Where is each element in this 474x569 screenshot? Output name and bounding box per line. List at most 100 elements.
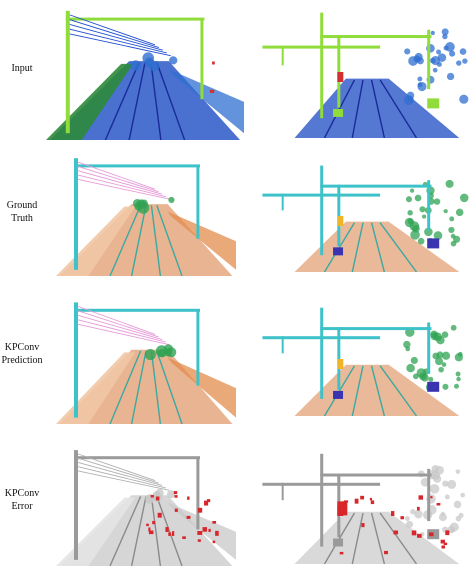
rail-line xyxy=(128,62,146,140)
error-point xyxy=(174,508,178,512)
catenary-pole xyxy=(320,12,324,119)
vegetation-point xyxy=(433,231,443,240)
error-point xyxy=(443,542,448,546)
error-left-panel xyxy=(56,444,236,566)
error-point xyxy=(173,491,178,495)
vegetation-point xyxy=(438,366,444,373)
vegetation-point xyxy=(404,48,411,55)
rail-line xyxy=(351,222,364,272)
point-cloud-scene-left xyxy=(56,158,236,276)
vegetation-point xyxy=(410,508,416,515)
trackside-device xyxy=(427,381,440,392)
vegetation-point xyxy=(405,196,412,203)
rail-line xyxy=(351,512,364,564)
vegetation-point xyxy=(417,81,427,92)
vegetation-point xyxy=(455,515,462,522)
rail-line xyxy=(370,79,386,138)
error-point xyxy=(369,497,373,501)
error-point xyxy=(445,530,450,536)
rail-line xyxy=(379,222,418,272)
overhead-wire xyxy=(77,314,163,340)
vegetation-point xyxy=(453,500,462,509)
trackside-device xyxy=(427,98,440,109)
vegetation-point xyxy=(456,60,462,66)
ground-surface xyxy=(59,495,233,566)
overhead-wire xyxy=(77,457,159,484)
rail-line xyxy=(351,365,364,416)
rail-line xyxy=(370,512,386,564)
rail-line xyxy=(130,496,147,566)
rail-line xyxy=(156,350,183,424)
ground-surface xyxy=(294,221,460,272)
error-point xyxy=(436,503,441,506)
rail-line xyxy=(109,350,142,424)
hanger xyxy=(281,336,284,354)
error-point xyxy=(411,530,417,536)
vegetation-point xyxy=(442,480,449,487)
catenary-pole xyxy=(427,468,431,522)
rail-line xyxy=(351,79,364,138)
error-point xyxy=(430,496,433,499)
prediction-right-panel xyxy=(256,302,470,416)
error-point xyxy=(440,539,445,544)
overhead-wire xyxy=(77,470,170,491)
error-point xyxy=(197,539,201,542)
rail-line xyxy=(323,512,356,564)
overhead-wire xyxy=(77,466,166,489)
overhead-wire xyxy=(77,174,166,198)
ground-surface xyxy=(49,61,241,140)
vegetation-point xyxy=(436,49,442,55)
catenary-pole xyxy=(320,453,324,547)
vegetation-point xyxy=(459,193,469,203)
rail-line xyxy=(130,350,147,424)
ground-surface xyxy=(59,204,233,276)
row-label-kpconv-error: KPConv Error xyxy=(4,488,40,512)
error-point xyxy=(393,530,399,535)
rail-line xyxy=(370,222,386,272)
portal-beam xyxy=(74,308,200,312)
error-point xyxy=(212,520,217,524)
ground-surface xyxy=(59,349,233,424)
vegetation-point xyxy=(424,227,433,237)
vegetation-point xyxy=(453,235,461,243)
vegetation-point xyxy=(430,57,436,64)
error-point xyxy=(337,501,348,516)
vegetation-point xyxy=(442,33,448,40)
overhead-wire xyxy=(77,319,166,343)
signal-box xyxy=(337,216,344,226)
error-point xyxy=(339,551,344,555)
error-point xyxy=(207,499,211,503)
error-point xyxy=(361,523,365,528)
error-point xyxy=(417,533,422,538)
portal-beam xyxy=(320,35,432,39)
catenary-pole xyxy=(196,166,200,239)
error-point xyxy=(384,550,388,555)
catenary-pole xyxy=(427,180,431,231)
point-cloud-scene-left xyxy=(56,450,236,566)
catenary-pole xyxy=(196,458,200,530)
overhead-wire xyxy=(77,170,163,195)
vegetation-point xyxy=(405,520,414,529)
vegetation-point xyxy=(403,340,411,349)
ground-surface xyxy=(294,364,460,416)
hanger xyxy=(281,193,284,211)
vegetation-point xyxy=(157,348,167,358)
error-point xyxy=(155,496,160,501)
error-point xyxy=(416,506,420,511)
vegetation-point xyxy=(447,479,457,489)
overhead-wire xyxy=(77,178,170,200)
vegetation-point xyxy=(410,356,418,365)
portal-beam xyxy=(320,327,432,331)
rail-line xyxy=(109,205,142,276)
portal-beam xyxy=(74,164,200,168)
rail-line xyxy=(379,365,418,416)
error-point xyxy=(165,527,169,532)
point-cloud-scene-right xyxy=(262,165,469,272)
vegetation-point xyxy=(449,216,455,222)
overhead-wire xyxy=(77,305,156,335)
vegetation-point xyxy=(455,469,461,474)
point-cloud-scene-right xyxy=(262,453,466,564)
vegetation-point xyxy=(454,383,459,389)
vegetation-point xyxy=(441,28,449,36)
error-point xyxy=(212,540,216,544)
